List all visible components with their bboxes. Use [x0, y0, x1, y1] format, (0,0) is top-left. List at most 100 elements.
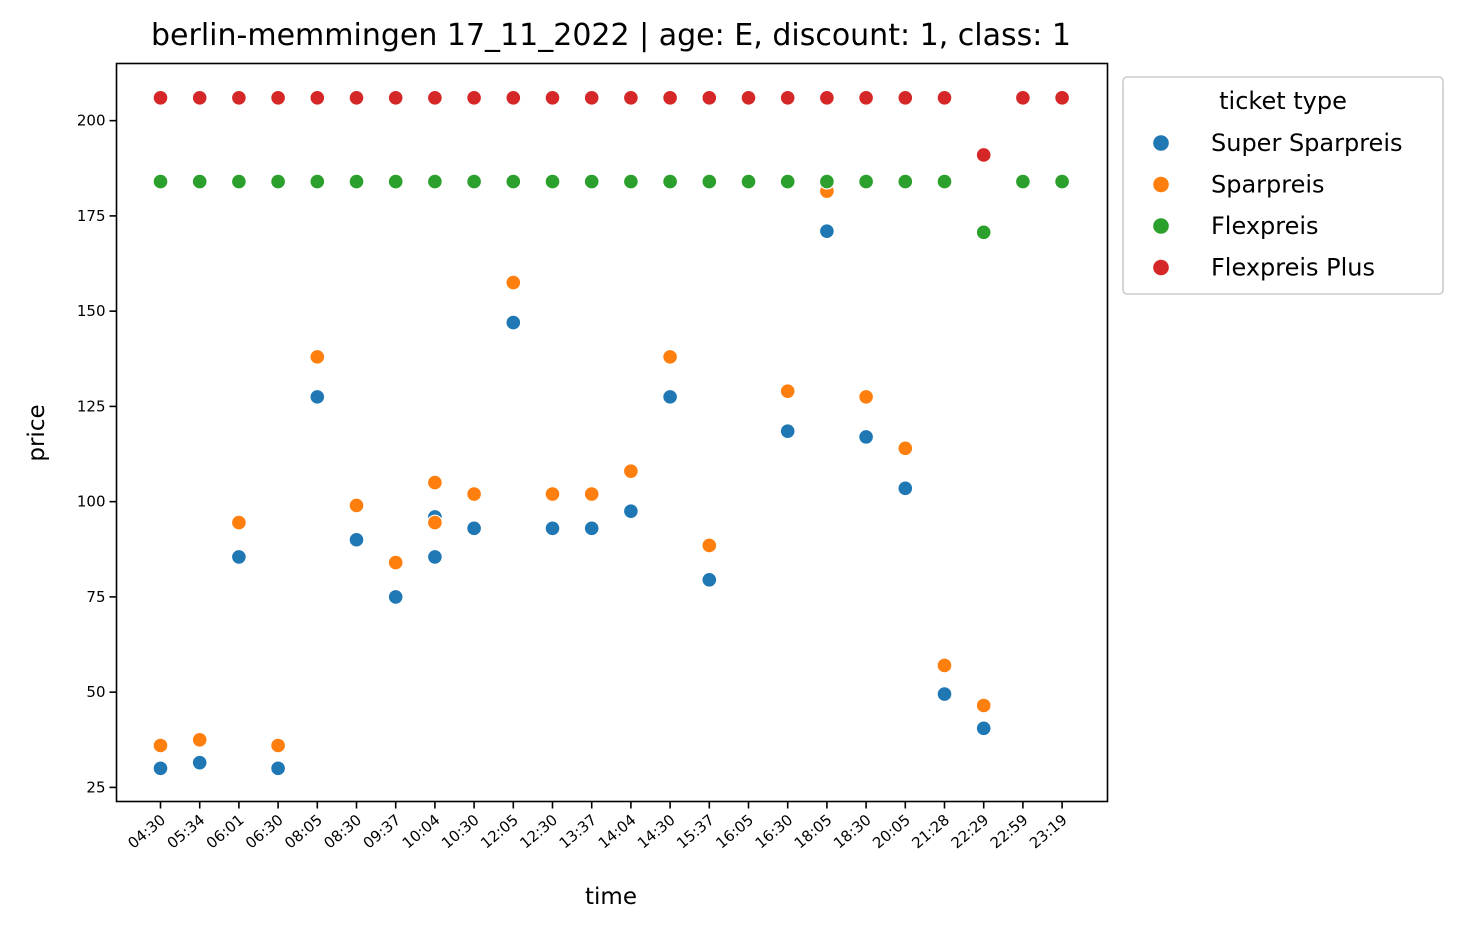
data-points [152, 89, 1071, 777]
x-tick-label: 14:30 [634, 811, 679, 853]
x-tick-label: 21:28 [908, 811, 953, 853]
x-tick-label: 14:04 [595, 811, 640, 853]
point-flexpreis-plus [779, 89, 796, 106]
point-flexpreis [858, 173, 875, 190]
x-tick-label: 12:30 [516, 811, 561, 853]
x-tick-label: 05:34 [164, 811, 209, 853]
y-tick-label: 125 [77, 397, 106, 415]
point-sparpreis [936, 657, 953, 674]
legend-label: Flexpreis [1211, 212, 1319, 240]
point-super-sparpreis [270, 760, 287, 777]
point-super-sparpreis [858, 428, 875, 445]
y-axis-label: price [24, 404, 50, 461]
point-super-sparpreis [818, 223, 835, 240]
x-tick-label: 09:37 [360, 811, 405, 853]
point-flexpreis [975, 224, 992, 241]
point-sparpreis [583, 486, 600, 503]
legend-marker [1151, 258, 1170, 277]
x-tick-label: 16:05 [712, 811, 757, 853]
y-tick-label: 175 [77, 207, 106, 225]
point-sparpreis [230, 514, 247, 531]
point-flexpreis [1014, 173, 1031, 190]
point-flexpreis-plus [740, 89, 757, 106]
point-flexpreis-plus [309, 89, 326, 106]
point-flexpreis [897, 173, 914, 190]
x-tick-label: 18:30 [830, 811, 875, 853]
y-axis: 25 50 75 100 125 150 175 200 [77, 112, 117, 796]
point-flexpreis [544, 173, 561, 190]
point-flexpreis [936, 173, 953, 190]
point-flexpreis [622, 173, 639, 190]
x-tick-label: 10:30 [438, 811, 483, 853]
x-tick-label: 22:29 [948, 811, 993, 853]
point-flexpreis [387, 173, 404, 190]
point-flexpreis [191, 173, 208, 190]
legend-frame [1122, 76, 1444, 295]
point-flexpreis-plus [505, 89, 522, 106]
point-super-sparpreis [779, 423, 796, 440]
x-tick-label: 06:30 [242, 811, 287, 853]
point-flexpreis-plus [426, 89, 443, 106]
point-flexpreis [583, 173, 600, 190]
point-flexpreis [1054, 173, 1071, 190]
x-tick-label: 16:30 [752, 811, 797, 853]
point-flexpreis-plus [583, 89, 600, 106]
point-sparpreis [152, 737, 169, 754]
point-super-sparpreis [191, 754, 208, 771]
point-flexpreis [701, 173, 718, 190]
point-flexpreis-plus [897, 89, 914, 106]
point-super-sparpreis [426, 548, 443, 565]
point-sparpreis [426, 514, 443, 531]
point-flexpreis-plus [152, 89, 169, 106]
point-super-sparpreis [701, 571, 718, 588]
point-super-sparpreis [897, 480, 914, 497]
point-flexpreis-plus [936, 89, 953, 106]
point-super-sparpreis [466, 520, 483, 537]
x-tick-label: 18:05 [791, 811, 836, 853]
point-sparpreis [466, 486, 483, 503]
point-super-sparpreis [975, 720, 992, 737]
point-flexpreis-plus [1014, 89, 1031, 106]
point-flexpreis-plus [544, 89, 561, 106]
point-super-sparpreis [936, 686, 953, 703]
point-flexpreis [505, 173, 522, 190]
point-sparpreis [975, 697, 992, 714]
legend-entries: Super Sparpreis Sparpreis Flexpreis Flexpre… [1151, 129, 1403, 282]
y-tick-label: 100 [77, 493, 106, 511]
point-sparpreis [387, 554, 404, 571]
point-sparpreis [858, 388, 875, 405]
x-tick-label: 22:59 [987, 811, 1032, 853]
point-flexpreis-plus [466, 89, 483, 106]
x-axis-label: time [585, 884, 637, 910]
point-super-sparpreis [152, 760, 169, 777]
point-flexpreis-plus [975, 146, 992, 163]
legend-title: ticket type [1219, 87, 1347, 115]
point-sparpreis [505, 274, 522, 291]
x-tick-label: 08:30 [320, 811, 365, 853]
point-flexpreis [818, 173, 835, 190]
point-sparpreis [348, 497, 365, 514]
x-tick-label: 12:05 [477, 811, 522, 853]
point-sparpreis [779, 383, 796, 400]
x-axis: 04:3005:3406:0106:3008:0508:3009:3710:04… [124, 801, 1071, 853]
y-tick-label: 25 [86, 778, 105, 796]
point-sparpreis [897, 440, 914, 457]
point-flexpreis [230, 173, 247, 190]
legend-marker [1151, 134, 1170, 153]
point-flexpreis-plus [701, 89, 718, 106]
point-flexpreis-plus [191, 89, 208, 106]
legend-label: Super Sparpreis [1211, 129, 1403, 157]
point-flexpreis-plus [662, 89, 679, 106]
legend-marker [1151, 217, 1170, 236]
point-flexpreis [779, 173, 796, 190]
y-tick-label: 200 [77, 112, 106, 130]
point-sparpreis [622, 463, 639, 480]
point-super-sparpreis [583, 520, 600, 537]
point-flexpreis-plus [858, 89, 875, 106]
point-sparpreis [309, 348, 326, 365]
point-super-sparpreis [348, 531, 365, 548]
point-flexpreis [740, 173, 757, 190]
x-tick-label: 06:01 [203, 811, 248, 853]
legend-marker [1151, 175, 1170, 194]
